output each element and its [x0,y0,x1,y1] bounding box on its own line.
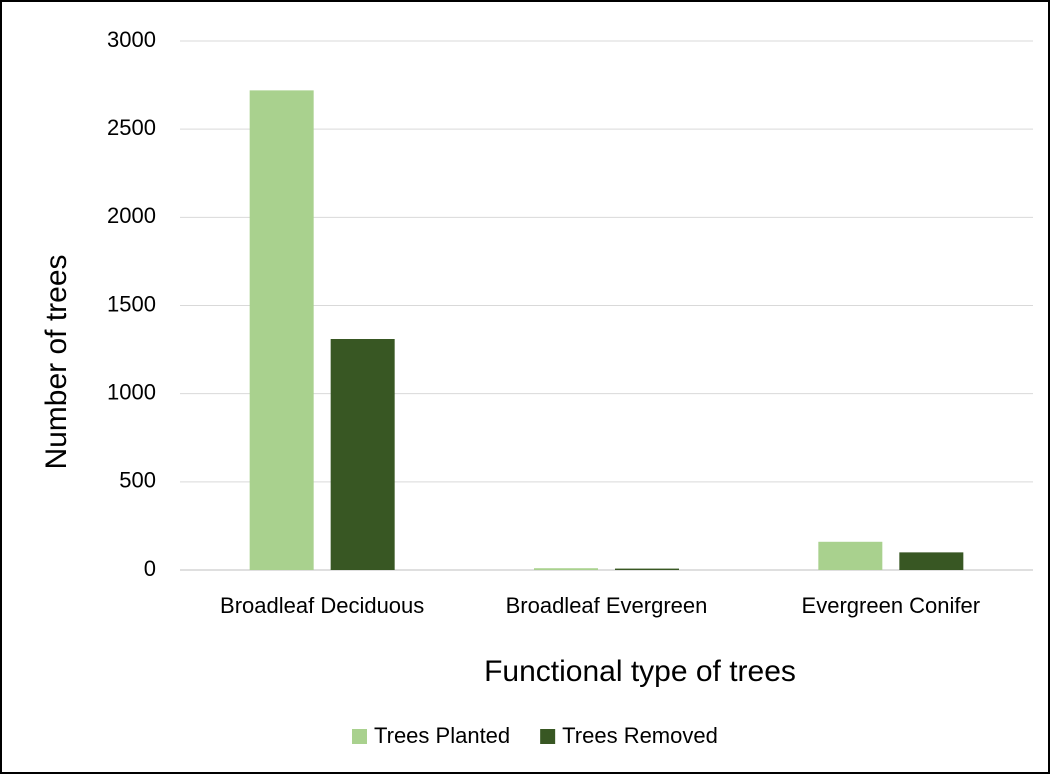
bar [615,568,679,570]
bar [899,552,964,570]
legend-label: Trees Removed [562,723,718,748]
y-axis-title: Number of trees [40,254,73,469]
y-tick-label: 2500 [107,115,156,140]
legend-swatch [540,729,556,744]
bar [330,339,395,570]
y-tick-label: 0 [144,556,156,581]
legend-swatch [352,729,367,744]
y-tick-label: 2000 [107,203,156,228]
x-axis-title: Functional type of trees [484,655,796,688]
bar [249,90,314,570]
x-tick-label: Broadleaf Deciduous [220,593,424,618]
x-tick-label: Broadleaf Evergreen [506,593,708,618]
bar [534,568,598,570]
y-tick-label: 3000 [107,27,156,52]
x-tick-label: Evergreen Conifer [802,593,981,618]
legend-label: Trees Planted [374,723,510,748]
y-tick-label: 1500 [107,291,156,316]
bar [818,541,883,570]
y-tick-label: 1000 [107,379,156,404]
y-tick-label: 500 [119,468,156,493]
